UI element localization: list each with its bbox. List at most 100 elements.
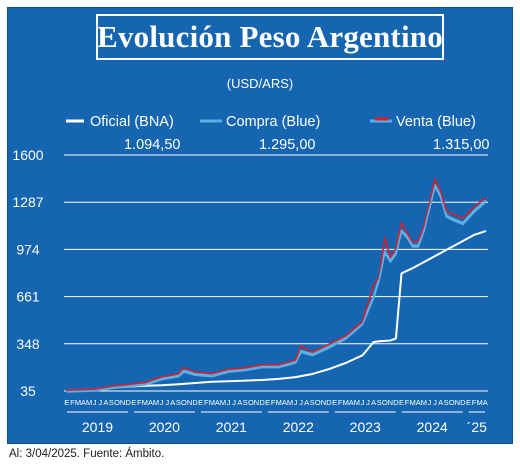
x-month-label: J xyxy=(433,398,437,407)
x-month-label: S xyxy=(310,398,315,407)
x-month-label: A xyxy=(282,398,287,407)
legend-value-1: 1.295,00 xyxy=(259,137,315,153)
legend-value-2: 1.315,00 xyxy=(433,137,489,153)
x-year-label-0: 2019 xyxy=(82,419,113,435)
chart-panel: Evolución Peso Argentino xyxy=(7,7,513,444)
x-month-label: M xyxy=(75,398,81,407)
x-month-label: N xyxy=(120,398,125,407)
y-tick-label-5: 1600 xyxy=(12,147,43,163)
x-month-label: J xyxy=(93,398,97,407)
y-tick-label-0: 35 xyxy=(20,383,36,399)
legend-label-1: Compra (Blue) xyxy=(226,114,320,130)
x-month-label: O xyxy=(449,398,455,407)
legend-label-2: Venta (Blue) xyxy=(396,114,476,130)
x-month-label: F xyxy=(338,398,343,407)
x-month-label: M xyxy=(421,398,427,407)
x-year-label-6: ´25 xyxy=(467,419,487,435)
x-month-label: A xyxy=(148,398,153,407)
x-month-label: F xyxy=(271,398,276,407)
x-month-label: M xyxy=(209,398,215,407)
x-month-label: O xyxy=(315,398,321,407)
x-month-label: J xyxy=(361,398,365,407)
x-month-label: J xyxy=(227,398,231,407)
x-month-label: A xyxy=(304,398,309,407)
x-month-label: N xyxy=(388,398,393,407)
x-month-label: A xyxy=(81,398,86,407)
x-month-label: N xyxy=(254,398,259,407)
x-month-label: A xyxy=(416,398,421,407)
x-month-label: A xyxy=(237,398,242,407)
legend-label-0: Oficial (BNA) xyxy=(90,114,174,130)
chart-subtitle: (USD/ARS) xyxy=(227,76,293,91)
x-month-label: S xyxy=(377,398,382,407)
x-month-label: D xyxy=(259,398,265,407)
x-month-label: F xyxy=(405,398,410,407)
x-month-label: S xyxy=(444,398,449,407)
x-year-label-4: 2023 xyxy=(350,419,381,435)
x-month-label: A xyxy=(170,398,175,407)
y-tick-label-4: 1287 xyxy=(12,194,43,210)
x-month-label: E xyxy=(466,398,471,407)
x-month-label: F xyxy=(70,398,75,407)
x-month-label: M xyxy=(287,398,293,407)
x-month-label: M xyxy=(142,398,148,407)
x-month-label: D xyxy=(326,398,332,407)
x-month-label: D xyxy=(125,398,131,407)
x-month-label: F xyxy=(137,398,142,407)
x-month-label: E xyxy=(198,398,203,407)
x-year-label-1: 2020 xyxy=(149,419,180,435)
x-month-label: A xyxy=(349,398,354,407)
x-month-label: M xyxy=(220,398,226,407)
x-month-label: E xyxy=(64,398,69,407)
x-month-label: M xyxy=(86,398,92,407)
series-line-2 xyxy=(66,178,487,392)
y-tick-label-1: 348 xyxy=(16,336,40,352)
series-line-1-overlay xyxy=(66,185,486,393)
x-month-label: J xyxy=(299,398,303,407)
x-month-label: J xyxy=(160,398,164,407)
x-month-label: D xyxy=(192,398,198,407)
x-month-label: O xyxy=(181,398,187,407)
x-month-label: A xyxy=(438,398,443,407)
x-month-label: E xyxy=(131,398,136,407)
x-month-label: D xyxy=(460,398,466,407)
x-month-label: M xyxy=(276,398,282,407)
x-month-label: M xyxy=(477,398,483,407)
x-month-label: M xyxy=(153,398,159,407)
x-month-label: O xyxy=(248,398,254,407)
x-month-label: N xyxy=(455,398,460,407)
x-month-label: E xyxy=(265,398,270,407)
x-month-label: J xyxy=(165,398,169,407)
legend-value-0: 1.094,50 xyxy=(124,137,180,153)
x-year-label-3: 2022 xyxy=(283,419,314,435)
y-tick-label-2: 661 xyxy=(16,289,40,305)
x-month-label: E xyxy=(399,398,404,407)
x-month-label: J xyxy=(428,398,432,407)
x-month-label: J xyxy=(232,398,236,407)
x-month-label: J xyxy=(294,398,298,407)
x-month-label: J xyxy=(366,398,370,407)
x-month-label: N xyxy=(321,398,326,407)
x-month-label: S xyxy=(243,398,248,407)
chart-title: Evolución Peso Argentino xyxy=(97,19,443,54)
series-line-1 xyxy=(65,184,487,392)
x-month-label: M xyxy=(410,398,416,407)
x-month-label: M xyxy=(343,398,349,407)
y-tick-label-3: 974 xyxy=(16,241,40,257)
x-month-label: E xyxy=(332,398,337,407)
x-month-label: A xyxy=(483,398,488,407)
x-month-label: O xyxy=(114,398,120,407)
x-month-label: J xyxy=(98,398,102,407)
x-month-label: A xyxy=(103,398,108,407)
x-year-label-5: 2024 xyxy=(417,419,448,435)
x-month-label: D xyxy=(393,398,399,407)
x-month-label: A xyxy=(371,398,376,407)
x-month-label: A xyxy=(215,398,220,407)
x-month-label: O xyxy=(382,398,388,407)
x-month-label: N xyxy=(187,398,192,407)
x-month-label: S xyxy=(176,398,181,407)
x-year-label-2: 2021 xyxy=(216,419,247,435)
source-caption: Al: 3/04/2025. Fuente: Ámbito. xyxy=(9,448,165,460)
x-month-label: M xyxy=(354,398,360,407)
